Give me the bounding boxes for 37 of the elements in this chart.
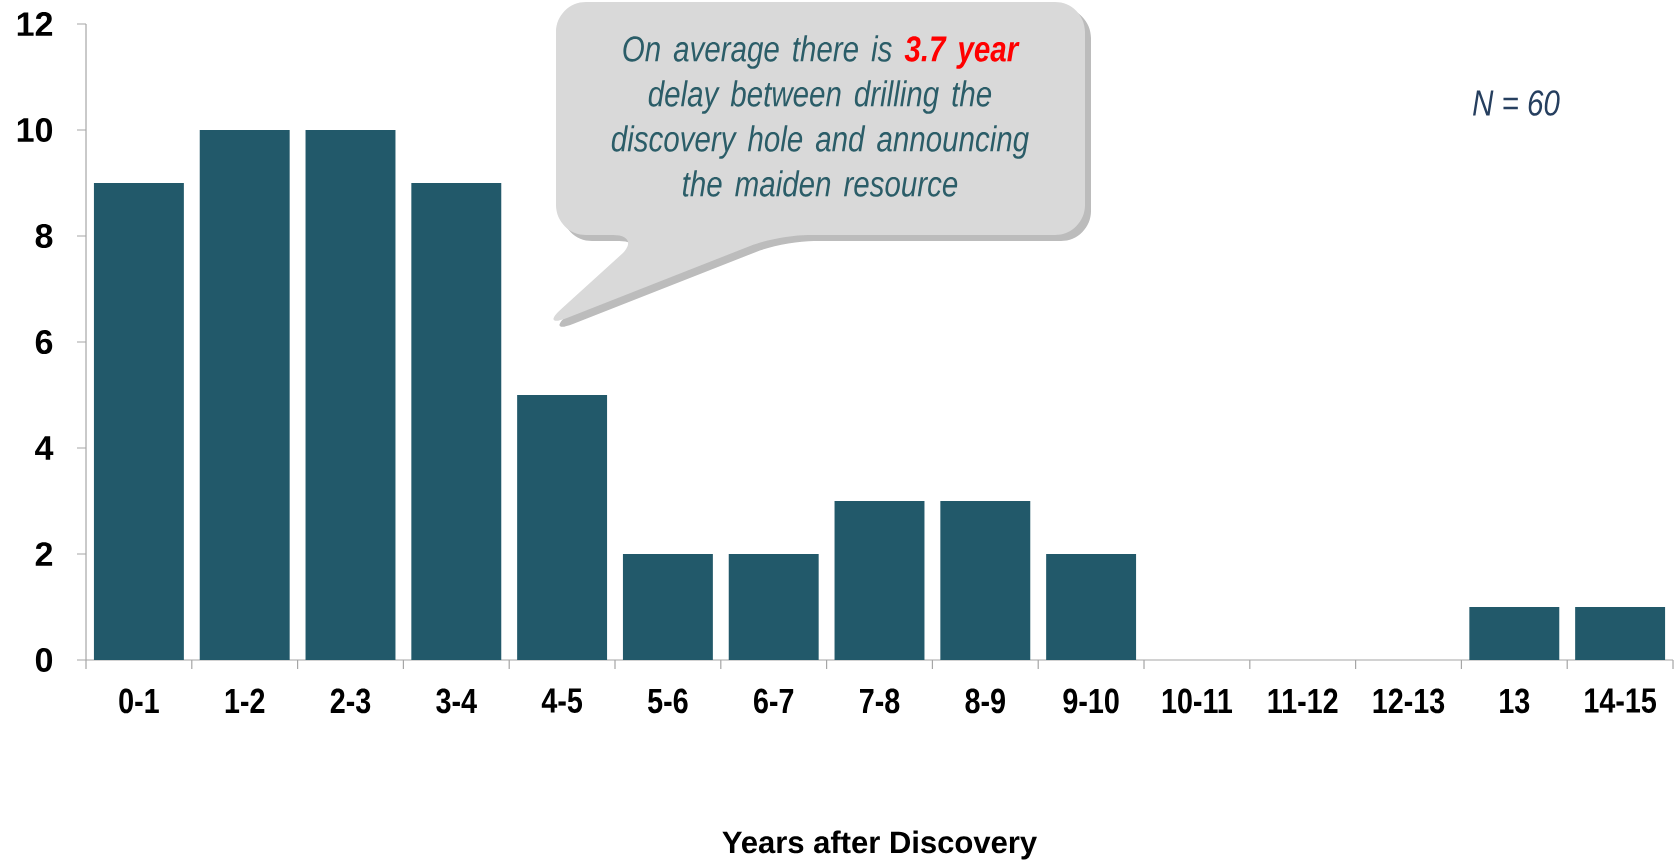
x-tick-label: 7-8 [860, 688, 900, 714]
x-tick-label: 8-9 [965, 688, 1005, 714]
x-tick-label: 10-11 [1162, 688, 1233, 714]
bar [199, 130, 290, 660]
bar [834, 501, 925, 660]
x-tick-label: 14-15 [1585, 688, 1657, 713]
bar [305, 130, 396, 660]
bar [517, 395, 608, 660]
x-tick-label: 2-3 [330, 688, 371, 714]
bar [622, 554, 713, 660]
y-tick-label: 4 [35, 436, 54, 460]
y-tick-label: 8 [35, 223, 53, 249]
y-tick-label: 0 [35, 647, 53, 673]
bar [1469, 607, 1560, 660]
x-tick-label: 4-5 [541, 688, 583, 713]
annotation: N = 60 [1473, 90, 1560, 116]
y-tick-label: 6 [35, 329, 53, 355]
bar [411, 183, 502, 660]
y-tick-label: 10 [17, 117, 53, 143]
bar [1575, 607, 1666, 660]
bar [93, 183, 184, 660]
y-tick-label: 12 [17, 12, 53, 36]
x-tick-label: 12-13 [1373, 688, 1445, 714]
annotation: On average there is 3.7 year delay between drilling the discovery hole and announcing the maiden resource [611, 35, 1029, 197]
x-tick-label: 0-1 [119, 688, 159, 714]
x-tick-label: 5-6 [648, 688, 688, 714]
bar [940, 501, 1031, 660]
x-tick-label: 6-7 [754, 688, 794, 714]
x-tick-label: 3-4 [436, 688, 477, 714]
y-tick-label: 2 [35, 542, 53, 566]
bar [728, 554, 819, 660]
x-tick-label: 9-10 [1063, 688, 1119, 714]
x-axis-title: Years after Discovery [722, 830, 1037, 860]
bar [1046, 554, 1137, 660]
x-tick-label: 11-12 [1268, 688, 1338, 713]
x-tick-label: 1-2 [225, 688, 265, 713]
x-tick-label: 13 [1500, 688, 1530, 714]
